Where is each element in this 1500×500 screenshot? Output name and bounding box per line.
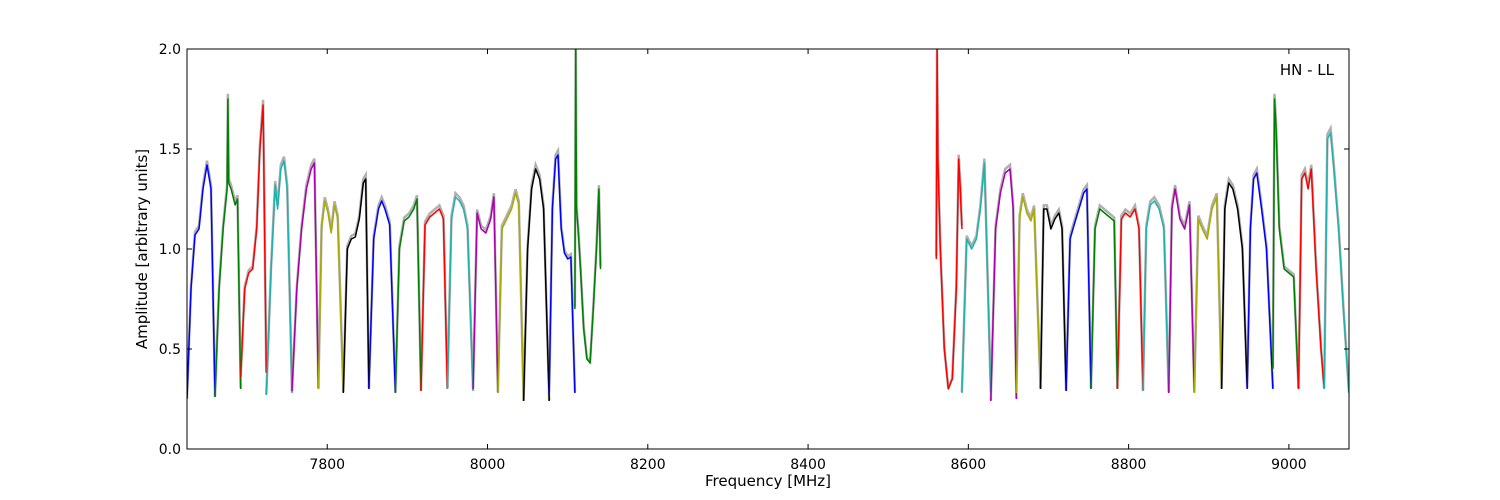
x-tick-label: 8600 [951,457,987,473]
series-line-17 [961,162,992,394]
y-tick-label: 1.5 [159,142,181,158]
series-line-25 [1167,188,1196,394]
background-trace [471,193,500,393]
x-tick-label: 8200 [630,457,666,473]
series-line-21 [1065,188,1092,392]
series-line-18 [990,168,1018,402]
series-line-24 [1142,200,1170,394]
series-layer [187,49,1349,402]
background-trace [1297,164,1326,389]
series-line-22 [1090,208,1119,390]
background-trace [419,203,449,391]
series-line-9 [420,208,449,392]
series-line-29 [1272,98,1300,390]
background-trace [573,49,602,366]
series-line-4 [291,162,320,392]
series-line-27 [1220,182,1248,390]
series-line-30 [1297,168,1325,390]
y-axis: 0.0 0.5 1.0 1.5 2.0 [159,42,1349,458]
x-tick-label: 9000 [1271,457,1307,473]
x-tick-label: 7800 [309,457,345,473]
series-line-13 [522,168,550,402]
series-line-10 [446,196,474,392]
background-trace [342,170,371,393]
series-line-16 [935,49,963,390]
background-trace [239,99,268,376]
series-line-15 [574,49,602,364]
series-line-11 [472,196,499,394]
series-line-26 [1193,196,1223,394]
y-tick-label: 0.0 [159,442,181,458]
background-trace [1089,203,1119,389]
x-axis: 7800 8000 8200 8400 8600 8800 9000 [309,49,1307,473]
series-line-5 [317,200,345,392]
series-line-8 [394,198,422,394]
series-line-6 [342,178,370,394]
x-tick-label: 8400 [790,457,826,473]
series-line-3 [265,160,293,396]
series-line-7 [368,200,397,394]
series-line-31 [1323,132,1349,394]
y-tick-label: 0.5 [159,342,181,358]
background-trace [496,188,525,401]
y-axis-title: Amplitude [arbitrary units] [133,149,151,349]
plot-frame [186,48,1350,450]
series-line-0 [187,164,216,400]
series-line-28 [1246,172,1274,390]
chart-annotation: HN - LL [1280,61,1335,79]
series-line-19 [1015,196,1042,394]
series-line-23 [1116,208,1144,392]
series-line-12 [497,192,525,402]
background-trace [1322,123,1349,393]
series-line-14 [548,154,576,394]
background-trace [1064,181,1093,391]
y-tick-label: 2.0 [159,42,181,58]
x-tick-label: 8000 [470,457,506,473]
series-line-2 [239,104,268,378]
x-tick-label: 8800 [1111,457,1147,473]
x-axis-title: Frequency [MHz] [705,472,831,490]
series-line-20 [1039,208,1067,392]
y-tick-label: 1.0 [159,242,181,258]
series-line-1 [214,98,242,398]
